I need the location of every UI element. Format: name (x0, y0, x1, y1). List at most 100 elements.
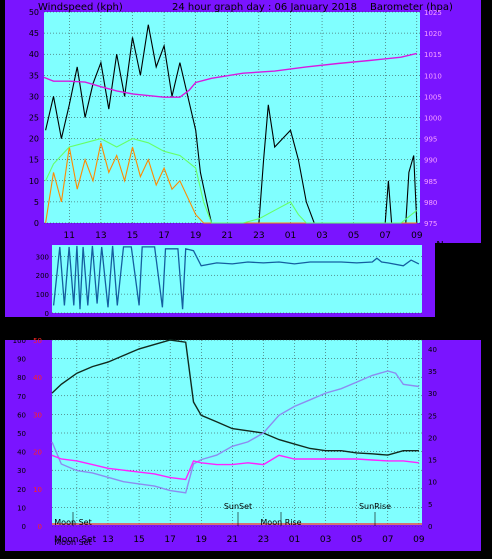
bottom-x-tick-label: 01 (289, 535, 300, 545)
bottom-x-tick-label: 21 (227, 535, 238, 545)
top-right-title: Barometer (hpa) (370, 2, 453, 13)
bottom-y2-tick-label: 25 (428, 412, 437, 420)
top-center-title: 24 hour graph day : 06 January 2018 (172, 2, 357, 13)
top-x-tick-label: 15 (127, 231, 138, 241)
event-label: SunSet (224, 502, 252, 511)
bottom-y-tick-label: 0 (22, 523, 26, 531)
bottom-y2-tick-label: 0 (428, 523, 432, 531)
bottom-rain-tick-label: 40 (33, 374, 42, 382)
bottom-y-tick-label: 90 (17, 356, 26, 364)
bottom-y-tick-label: 60 (17, 411, 26, 419)
top-y-tick-label: 35 (29, 71, 39, 80)
top-x-tick-label: 19 (190, 231, 202, 241)
event-label: Moon Set (54, 518, 91, 527)
top-x-tick-label: 23 (253, 231, 264, 241)
mid-y-tick-label: 0 (45, 310, 49, 318)
top-y-tick-label: 0 (34, 219, 39, 228)
bottom-series-line (51, 454, 419, 481)
bottom-y2-tick-label: 35 (428, 368, 437, 376)
mid-direction-label: N (436, 300, 443, 311)
mid-direction-label: S (437, 270, 443, 281)
top-x-tick-label: 07 (380, 231, 391, 241)
bottom-rain-tick-label: 10 (33, 486, 42, 494)
bottom-rain-tick-label: 20 (33, 449, 42, 457)
top-y2-tick-label: 990 (424, 157, 437, 165)
top-y-tick-label: 15 (29, 156, 39, 165)
top-y2-tick-label: 1015 (424, 51, 442, 59)
top-y2-tick-label: 985 (424, 178, 437, 186)
top-series-line (43, 52, 417, 98)
bottom-x-tick-label: Moon Set (54, 535, 97, 545)
top-left-title: Windspeed (kph) (38, 2, 123, 13)
event-label: Moon Rise (260, 518, 301, 527)
top-y-tick-label: 40 (29, 50, 39, 59)
top-y-tick-label: 5 (34, 198, 39, 207)
top-y2-tick-label: 1010 (424, 72, 442, 80)
wind-pressure-chart: 0510152025303540455097598098599099510001… (29, 8, 442, 241)
bottom-rain-tick-label: 0 (38, 523, 42, 531)
bottom-y2-tick-label: 20 (428, 434, 437, 442)
mid-direction-label: N (436, 240, 443, 251)
top-x-tick-label: 01 (285, 231, 296, 241)
top-x-tick-label: 21 (222, 231, 233, 241)
top-y-tick-label: 30 (29, 92, 39, 101)
bottom-y-tick-label: 70 (17, 393, 26, 401)
top-x-tick-label: 11 (64, 231, 75, 241)
top-y2-tick-label: 1020 (424, 30, 442, 38)
top-x-tick-label: 03 (316, 231, 327, 241)
mid-y-tick-label: 100 (36, 291, 49, 299)
bottom-x-tick-label: 07 (382, 535, 393, 545)
top-y-tick-label: 20 (29, 135, 39, 144)
top-x-tick-label: 09 (411, 231, 423, 241)
top-x-tick-label: 17 (158, 231, 169, 241)
bottom-y2-tick-label: 30 (428, 390, 437, 398)
bottom-left-title: Rainfall (mm) Humidity (%) (1, 323, 138, 334)
top-y2-tick-label: 975 (424, 220, 437, 228)
top-y2-tick-label: 995 (424, 136, 437, 144)
top-y-tick-label: 50 (29, 8, 39, 17)
top-y2-tick-label: 1000 (424, 115, 442, 123)
bottom-series-line (51, 370, 419, 494)
mid-direction-label: E (437, 285, 443, 296)
top-x-tick-label: 13 (95, 231, 106, 241)
bottom-y-tick-label: 80 (17, 374, 26, 382)
top-x-tick-label: 05 (348, 231, 359, 241)
top-plot-area (44, 12, 420, 223)
bottom-x-tick-label: 13 (102, 535, 113, 545)
bottom-y2-tick-label: 15 (428, 457, 437, 465)
wind-direction-line (52, 245, 420, 310)
bottom-y-tick-label: 20 (17, 486, 26, 494)
bottom-x-tick-label: 17 (164, 535, 175, 545)
top-series-line (45, 142, 417, 224)
top-y2-tick-label: 1025 (424, 9, 442, 17)
mid-direction-label: W (435, 255, 445, 266)
temp-humidity-chart: 0102030405060708090100010203040500510152… (13, 337, 437, 547)
bottom-x-tick-label: 15 (133, 535, 144, 545)
top-y2-tick-label: 980 (424, 199, 437, 207)
bottom-series-line (51, 339, 419, 456)
bottom-x-tick-label: 03 (320, 535, 331, 545)
bottom-y2-tick-label: 5 (428, 501, 432, 509)
bottom-rain-tick-label: 30 (33, 411, 42, 419)
mid-y-tick-label: 200 (36, 272, 49, 280)
bottom-y2-tick-label: 40 (428, 346, 437, 354)
bottom-y2-tick-label: 10 (428, 479, 437, 487)
event-label: Moon Set (54, 538, 91, 547)
top-y-tick-label: 25 (29, 114, 39, 123)
top-y-tick-label: 45 (29, 29, 39, 38)
bottom-x-tick-label: 23 (258, 535, 269, 545)
top-y-tick-label: 10 (29, 177, 39, 186)
bottom-y-tick-label: 10 (17, 504, 26, 512)
top-y2-tick-label: 1005 (424, 93, 442, 101)
bottom-y-tick-label: 30 (17, 467, 26, 475)
bottom-right-title: Temperature (°C)Dew Point (°C) (311, 323, 471, 334)
bottom-x-tick-label: 19 (196, 535, 208, 545)
bottom-plot-area (52, 340, 422, 526)
mid-y-tick-label: 300 (36, 253, 49, 261)
bottom-rain-tick-label: 50 (33, 337, 42, 345)
bottom-x-tick-label: 09 (413, 535, 425, 545)
top-series-line (45, 138, 418, 224)
